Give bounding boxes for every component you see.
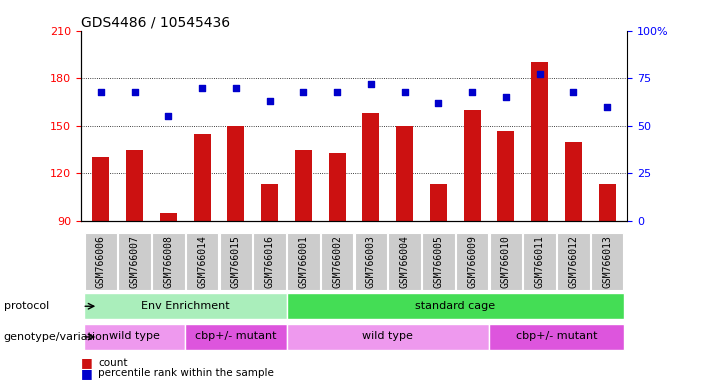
Text: protocol: protocol bbox=[4, 301, 49, 311]
Bar bbox=[295, 149, 312, 221]
Bar bbox=[329, 153, 346, 221]
Text: GSM766007: GSM766007 bbox=[130, 235, 139, 288]
Bar bbox=[118, 233, 151, 290]
Point bbox=[568, 88, 579, 94]
Bar bbox=[524, 233, 556, 290]
Bar bbox=[321, 233, 353, 290]
Bar bbox=[591, 233, 623, 290]
Text: GSM766012: GSM766012 bbox=[569, 235, 578, 288]
Bar bbox=[254, 233, 286, 290]
Bar bbox=[422, 233, 454, 290]
Bar bbox=[287, 233, 320, 290]
Bar bbox=[456, 233, 489, 290]
Text: GSM766014: GSM766014 bbox=[197, 235, 207, 288]
Bar bbox=[599, 184, 615, 221]
Bar bbox=[362, 113, 379, 221]
Point bbox=[264, 98, 275, 104]
Text: cbp+/- mutant: cbp+/- mutant bbox=[516, 331, 597, 341]
Point bbox=[433, 100, 444, 106]
Bar bbox=[287, 293, 624, 319]
Bar bbox=[219, 233, 252, 290]
Bar bbox=[531, 62, 548, 221]
Text: genotype/variation: genotype/variation bbox=[4, 332, 109, 342]
Bar bbox=[261, 184, 278, 221]
Text: count: count bbox=[98, 358, 128, 368]
Bar bbox=[463, 110, 481, 221]
Point bbox=[95, 88, 107, 94]
Bar bbox=[160, 213, 177, 221]
Text: GSM766010: GSM766010 bbox=[501, 235, 511, 288]
Point bbox=[467, 88, 478, 94]
Bar bbox=[185, 324, 287, 350]
Text: GSM766002: GSM766002 bbox=[332, 235, 342, 288]
Point bbox=[399, 88, 410, 94]
Bar bbox=[396, 126, 413, 221]
Text: GSM766008: GSM766008 bbox=[163, 235, 173, 288]
Bar bbox=[93, 157, 109, 221]
Bar bbox=[557, 233, 590, 290]
Bar bbox=[84, 293, 287, 319]
Text: GSM766001: GSM766001 bbox=[299, 235, 308, 288]
Bar bbox=[490, 233, 522, 290]
Bar bbox=[489, 324, 624, 350]
Text: GSM766013: GSM766013 bbox=[602, 235, 612, 288]
Text: standard cage: standard cage bbox=[415, 301, 496, 311]
Text: GSM766016: GSM766016 bbox=[264, 235, 275, 288]
Text: GSM766006: GSM766006 bbox=[96, 235, 106, 288]
Bar bbox=[85, 233, 117, 290]
Bar bbox=[355, 233, 387, 290]
Text: cbp+/- mutant: cbp+/- mutant bbox=[195, 331, 277, 341]
Text: wild type: wild type bbox=[109, 331, 160, 341]
Bar bbox=[498, 131, 515, 221]
Text: GSM766003: GSM766003 bbox=[366, 235, 376, 288]
Bar bbox=[227, 126, 245, 221]
Point bbox=[230, 84, 241, 91]
Point bbox=[601, 104, 613, 110]
Point bbox=[196, 84, 207, 91]
Bar bbox=[84, 324, 185, 350]
Text: ■: ■ bbox=[81, 367, 93, 380]
Bar bbox=[287, 324, 489, 350]
Text: percentile rank within the sample: percentile rank within the sample bbox=[98, 368, 274, 379]
Point bbox=[534, 71, 545, 78]
Text: Env Enrichment: Env Enrichment bbox=[141, 301, 229, 311]
Text: GSM766011: GSM766011 bbox=[535, 235, 545, 288]
Point bbox=[129, 88, 140, 94]
Bar bbox=[565, 142, 582, 221]
Bar bbox=[193, 134, 210, 221]
Text: GSM766005: GSM766005 bbox=[433, 235, 444, 288]
Text: GSM766009: GSM766009 bbox=[467, 235, 477, 288]
Bar bbox=[186, 233, 218, 290]
Bar bbox=[430, 184, 447, 221]
Text: ■: ■ bbox=[81, 356, 93, 369]
Point bbox=[298, 88, 309, 94]
Bar bbox=[388, 233, 421, 290]
Text: GSM766015: GSM766015 bbox=[231, 235, 241, 288]
Text: GDS4486 / 10545436: GDS4486 / 10545436 bbox=[81, 16, 230, 30]
Point bbox=[365, 81, 376, 87]
Text: GSM766004: GSM766004 bbox=[400, 235, 409, 288]
Point bbox=[501, 94, 512, 100]
Bar bbox=[126, 149, 143, 221]
Point bbox=[332, 88, 343, 94]
Text: wild type: wild type bbox=[362, 331, 413, 341]
Bar bbox=[152, 233, 184, 290]
Point bbox=[163, 113, 174, 119]
